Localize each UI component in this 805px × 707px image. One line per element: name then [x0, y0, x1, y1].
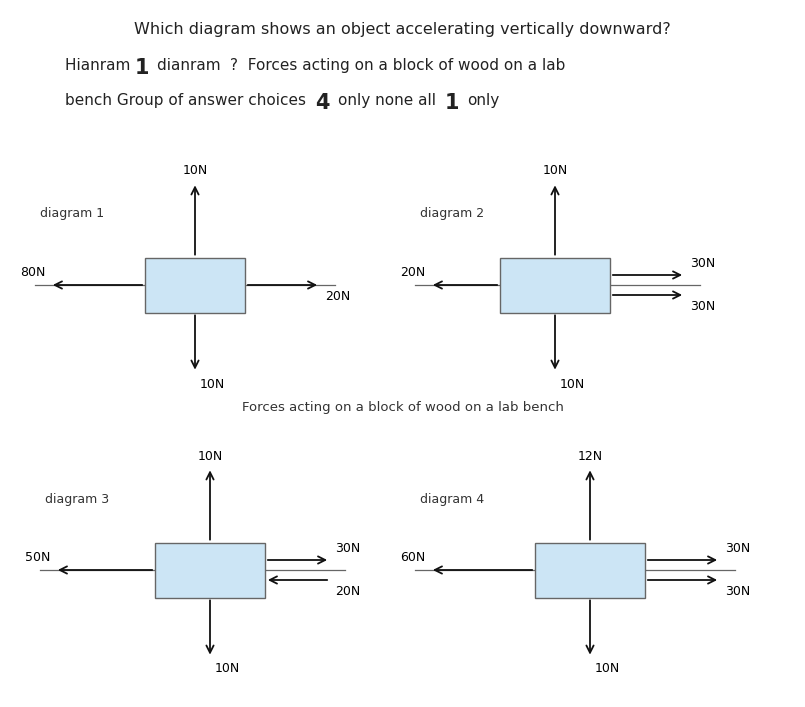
Text: 20N: 20N — [325, 290, 350, 303]
Text: 10N: 10N — [543, 165, 568, 177]
Text: ?  Forces acting on a block of wood on a lab: ? Forces acting on a block of wood on a … — [230, 58, 566, 73]
Text: bench Group of answer choices: bench Group of answer choices — [65, 93, 316, 108]
Text: 30N: 30N — [725, 585, 750, 598]
Text: 50N: 50N — [25, 551, 50, 564]
Text: 10N: 10N — [560, 378, 585, 390]
Text: 10N: 10N — [197, 450, 223, 462]
Text: Hianram: Hianram — [65, 58, 135, 73]
Text: only: only — [467, 93, 499, 108]
Text: diagram 4: diagram 4 — [420, 493, 484, 506]
Text: 10N: 10N — [595, 662, 620, 675]
Text: only none all: only none all — [337, 93, 445, 108]
Text: 10N: 10N — [215, 662, 240, 675]
Text: dianram: dianram — [157, 58, 230, 73]
Text: diagram 2: diagram 2 — [420, 207, 484, 221]
Text: 1: 1 — [445, 93, 467, 113]
Text: 30N: 30N — [690, 300, 716, 313]
Text: 30N: 30N — [335, 542, 361, 555]
Bar — [500, 257, 610, 312]
Text: Forces acting on a block of wood on a lab bench: Forces acting on a block of wood on a la… — [242, 402, 564, 414]
Text: 4: 4 — [316, 93, 337, 113]
Text: 10N: 10N — [183, 165, 208, 177]
Bar — [535, 542, 645, 597]
Text: 30N: 30N — [690, 257, 716, 270]
Bar — [145, 257, 245, 312]
Text: 60N: 60N — [400, 551, 425, 564]
Text: 12N: 12N — [577, 450, 603, 462]
Text: diagram 3: diagram 3 — [45, 493, 109, 506]
Text: 30N: 30N — [725, 542, 750, 555]
Text: 80N: 80N — [19, 266, 45, 279]
Bar — [155, 542, 265, 597]
Text: 1: 1 — [135, 58, 157, 78]
Text: 20N: 20N — [335, 585, 361, 598]
Text: 20N: 20N — [400, 266, 425, 279]
Text: 10N: 10N — [200, 378, 225, 390]
Text: diagram 1: diagram 1 — [40, 207, 104, 221]
Text: Which diagram shows an object accelerating vertically downward?: Which diagram shows an object accelerati… — [134, 22, 671, 37]
